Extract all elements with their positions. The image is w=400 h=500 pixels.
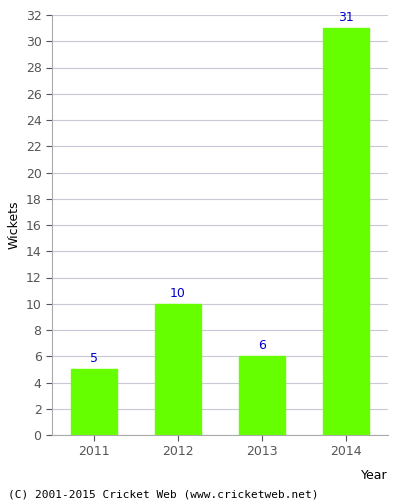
Text: 10: 10 (170, 287, 186, 300)
Bar (239, 356, 285, 435)
Y-axis label: Wickets: Wickets (7, 200, 20, 249)
Text: 31: 31 (338, 11, 354, 24)
Bar (155, 304, 201, 435)
Text: Year: Year (361, 468, 388, 481)
Text: (C) 2001-2015 Cricket Web (www.cricketweb.net): (C) 2001-2015 Cricket Web (www.cricketwe… (8, 490, 318, 500)
Text: 5: 5 (90, 352, 98, 366)
Text: 6: 6 (258, 340, 266, 352)
Bar (323, 28, 369, 435)
Bar (71, 370, 117, 435)
